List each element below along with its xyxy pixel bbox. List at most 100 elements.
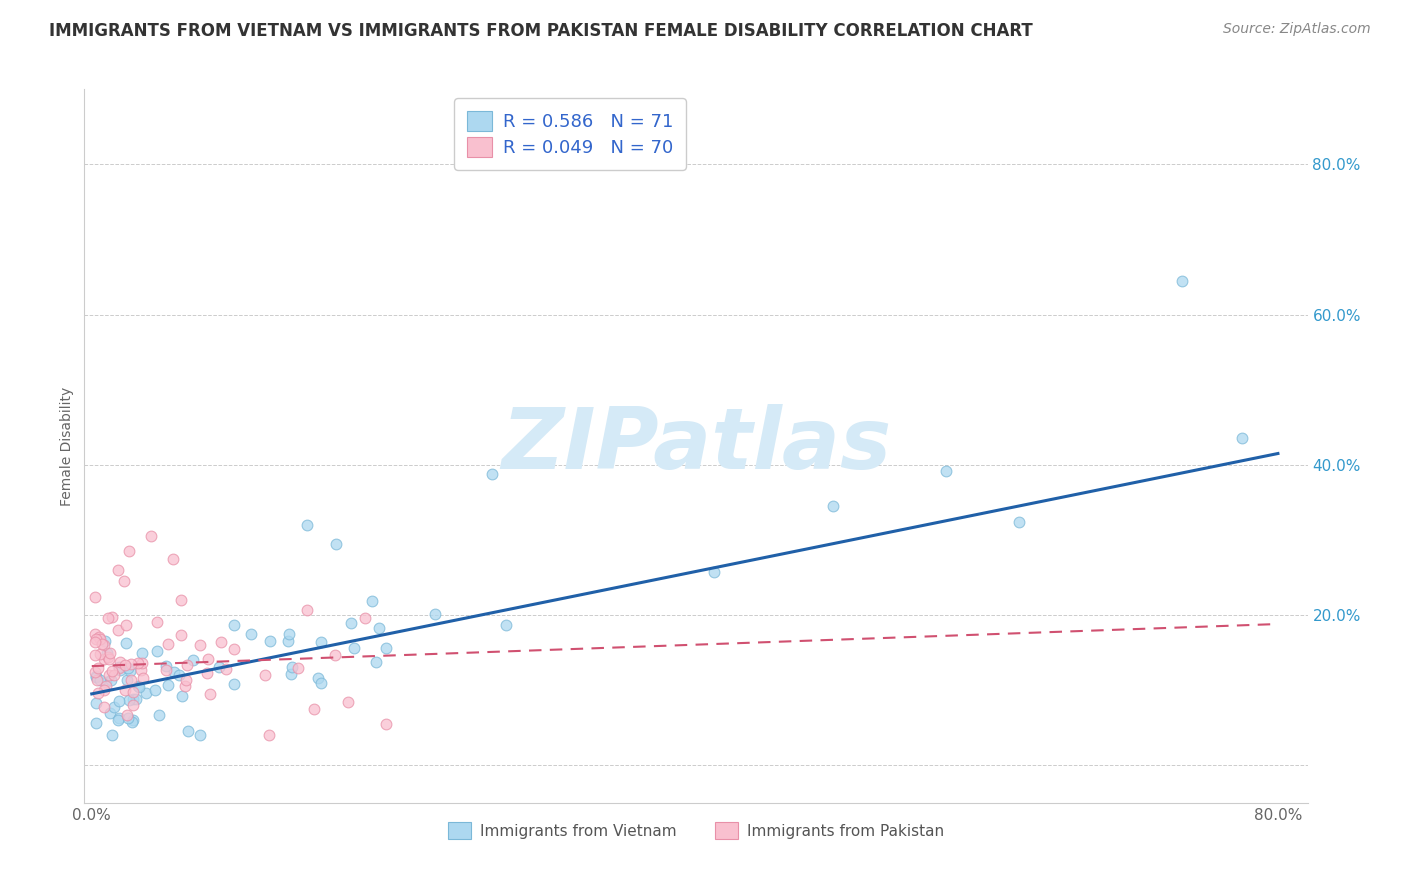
- Point: [208, 660, 231, 674]
- Point: [311, 634, 333, 648]
- Point: [118, 544, 141, 558]
- Point: [325, 536, 347, 550]
- Point: [117, 711, 139, 725]
- Point: [253, 668, 276, 682]
- Point: [86, 673, 108, 687]
- Point: [103, 700, 125, 714]
- Point: [98, 646, 121, 660]
- Point: [176, 673, 198, 688]
- Point: [188, 728, 211, 742]
- Point: [90, 637, 112, 651]
- Point: [135, 686, 157, 700]
- Point: [157, 637, 180, 651]
- Point: [281, 660, 304, 674]
- Point: [98, 706, 121, 720]
- Legend: Immigrants from Vietnam, Immigrants from Pakistan: Immigrants from Vietnam, Immigrants from…: [441, 816, 950, 845]
- Point: [257, 728, 280, 742]
- Point: [361, 594, 384, 608]
- Point: [309, 676, 332, 690]
- Point: [368, 621, 391, 635]
- Point: [177, 724, 200, 739]
- Point: [143, 683, 166, 698]
- Point: [83, 590, 105, 604]
- Point: [101, 728, 124, 742]
- Point: [108, 660, 131, 674]
- Point: [155, 659, 177, 673]
- Point: [89, 648, 111, 662]
- Point: [94, 674, 117, 689]
- Point: [93, 699, 115, 714]
- Point: [224, 642, 246, 657]
- Point: [307, 671, 329, 685]
- Point: [277, 634, 299, 648]
- Point: [107, 710, 129, 724]
- Point: [354, 611, 377, 625]
- Point: [115, 707, 138, 722]
- Point: [112, 574, 135, 589]
- Point: [181, 653, 204, 667]
- Point: [101, 610, 124, 624]
- Point: [83, 627, 105, 641]
- Point: [170, 593, 193, 607]
- Point: [209, 634, 232, 648]
- Point: [195, 665, 218, 680]
- Point: [423, 607, 446, 622]
- Point: [84, 670, 107, 684]
- Point: [122, 713, 145, 727]
- Text: ZIPatlas: ZIPatlas: [501, 404, 891, 488]
- Point: [84, 632, 107, 647]
- Point: [935, 464, 957, 478]
- Point: [170, 689, 193, 703]
- Point: [97, 611, 120, 625]
- Point: [366, 655, 388, 669]
- Point: [89, 632, 111, 647]
- Point: [127, 679, 149, 693]
- Point: [84, 716, 107, 731]
- Point: [103, 668, 125, 682]
- Point: [115, 617, 138, 632]
- Point: [222, 677, 245, 691]
- Point: [495, 618, 517, 632]
- Point: [125, 692, 148, 706]
- Point: [323, 648, 346, 662]
- Point: [122, 684, 145, 698]
- Point: [156, 678, 179, 692]
- Point: [101, 664, 124, 678]
- Point: [83, 648, 105, 663]
- Point: [94, 679, 117, 693]
- Text: Source: ZipAtlas.com: Source: ZipAtlas.com: [1223, 22, 1371, 37]
- Point: [239, 627, 262, 641]
- Point: [129, 663, 152, 677]
- Point: [83, 665, 105, 679]
- Point: [703, 566, 725, 580]
- Point: [173, 679, 195, 693]
- Point: [108, 656, 131, 670]
- Point: [86, 696, 108, 710]
- Point: [167, 667, 190, 681]
- Point: [374, 640, 396, 655]
- Point: [122, 692, 145, 706]
- Point: [97, 650, 120, 665]
- Point: [297, 603, 319, 617]
- Point: [287, 660, 309, 674]
- Point: [83, 635, 105, 649]
- Point: [114, 682, 136, 697]
- Point: [89, 630, 111, 644]
- Point: [343, 640, 366, 655]
- Point: [200, 687, 222, 701]
- Point: [162, 551, 184, 566]
- Point: [107, 563, 129, 577]
- Point: [128, 681, 150, 695]
- Point: [110, 664, 132, 678]
- Point: [131, 656, 153, 670]
- Point: [295, 517, 318, 532]
- Point: [93, 683, 115, 698]
- Point: [146, 615, 169, 629]
- Point: [115, 636, 138, 650]
- Point: [93, 639, 115, 653]
- Point: [170, 628, 193, 642]
- Point: [1230, 431, 1253, 445]
- Point: [127, 656, 149, 670]
- Point: [481, 467, 503, 481]
- Point: [374, 717, 396, 731]
